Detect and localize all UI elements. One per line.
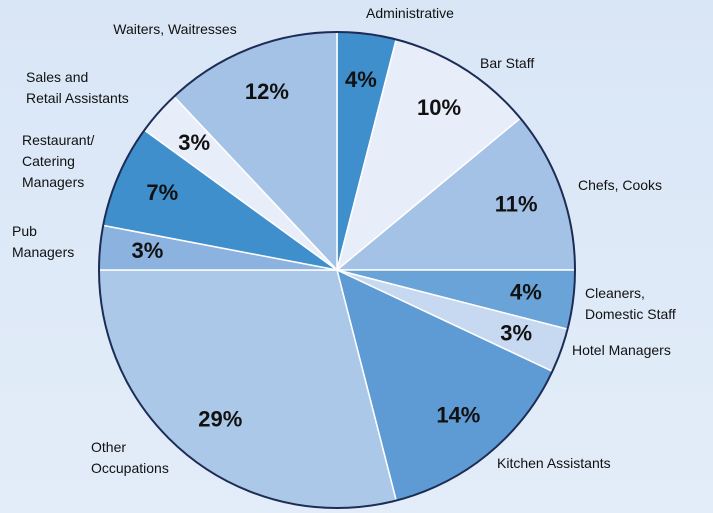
category-label: Bar Staff [480, 55, 534, 71]
category-label: Kitchen Assistants [497, 455, 611, 471]
value-label: 3% [500, 320, 532, 345]
category-label: Sales and Retail Assistants [26, 69, 129, 106]
value-label: 4% [345, 67, 377, 92]
value-label: 12% [245, 79, 289, 104]
value-label: 14% [436, 403, 480, 428]
value-label: 29% [198, 406, 242, 431]
category-label: Hotel Managers [572, 342, 671, 358]
category-label: Pub Managers [12, 223, 74, 260]
category-label: Chefs, Cooks [578, 177, 662, 193]
pie-outline [98, 31, 576, 509]
value-label: 10% [417, 95, 461, 120]
category-label: Other Occupations [91, 439, 169, 476]
category-label: Waiters, Waitresses [113, 21, 236, 37]
category-label: Cleaners, Domestic Staff [585, 285, 676, 322]
value-label: 11% [495, 191, 538, 216]
category-label: Administrative [366, 5, 454, 21]
value-label: 4% [510, 280, 542, 305]
value-label: 7% [146, 180, 178, 205]
value-label: 3% [178, 130, 210, 155]
category-label: Restaurant/Catering Managers [22, 132, 94, 190]
value-label: 3% [132, 238, 164, 263]
